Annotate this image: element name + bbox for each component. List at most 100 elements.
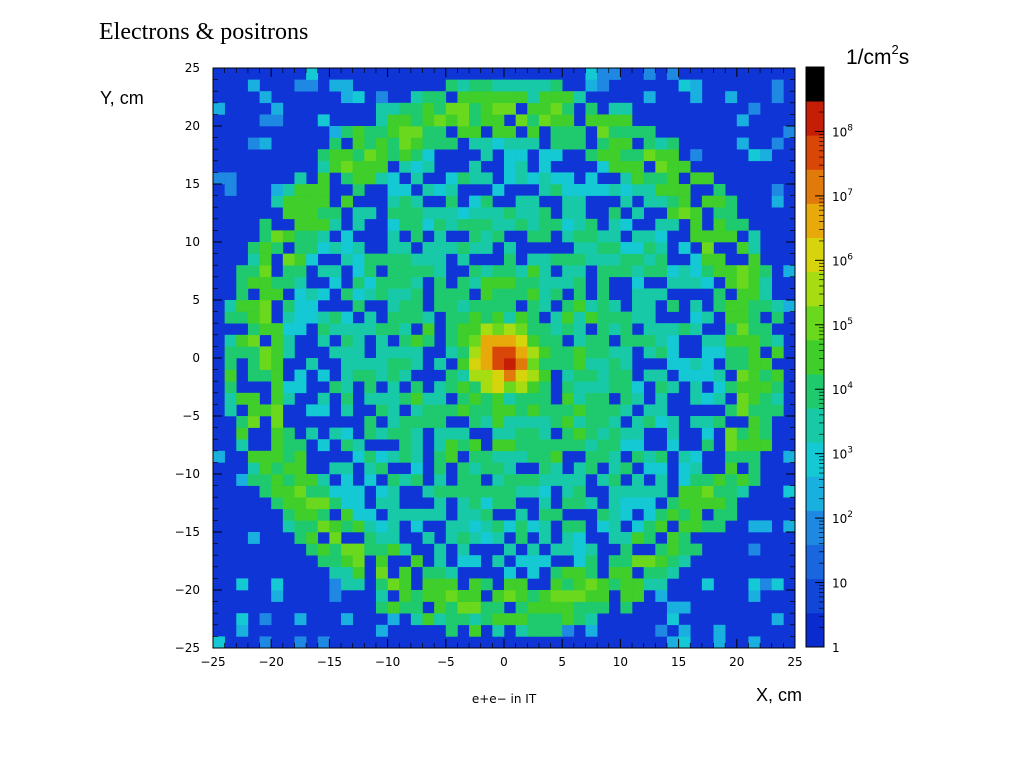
heatmap-cell (690, 91, 703, 104)
heatmap-cell (504, 427, 516, 440)
heatmap-cell (329, 485, 342, 498)
x-tick-label: −5 (437, 655, 455, 669)
heatmap-cell (736, 474, 749, 486)
colorbar-swatch (806, 305, 824, 341)
heatmap-cell (259, 346, 272, 359)
heatmap-cell (760, 149, 773, 162)
heatmap-cell (585, 566, 598, 579)
heatmap-cell (480, 520, 493, 533)
heatmap-cell (725, 439, 738, 452)
heatmap-cell (725, 195, 738, 208)
heatmap-cell (271, 276, 284, 289)
heatmap-cell (538, 172, 551, 185)
heatmap-cell (573, 590, 586, 602)
heatmap-cell (306, 427, 319, 440)
heatmap-cell (480, 311, 493, 324)
heatmap-cell (643, 253, 656, 266)
heatmap-cell (515, 439, 528, 452)
heatmap-cell (632, 485, 644, 498)
heatmap-cell (585, 358, 598, 370)
heatmap-cell (504, 358, 516, 370)
heatmap-cell (783, 126, 796, 138)
heatmap-cell (329, 578, 342, 591)
heatmap-cell (713, 288, 726, 301)
heatmap-cell (655, 334, 668, 347)
heatmap-cell (573, 195, 586, 208)
heatmap-cell (620, 346, 633, 359)
heatmap-cell (247, 79, 260, 92)
heatmap-cell (387, 288, 400, 301)
heatmap-cell (538, 439, 551, 452)
heatmap-cell (375, 276, 388, 289)
heatmap-cell (690, 172, 703, 185)
heatmap-cell (469, 369, 482, 382)
heatmap-cell (515, 416, 528, 428)
heatmap-cell (701, 311, 714, 324)
heatmap-cell (713, 195, 726, 208)
heatmap-cell (469, 346, 482, 359)
heatmap-cell (259, 404, 272, 417)
heatmap-cell (736, 450, 749, 463)
heatmap-cell (573, 137, 586, 150)
heatmap-cell (515, 520, 528, 533)
heatmap-cell (550, 358, 563, 370)
heatmap-cell (306, 532, 319, 544)
heatmap-cell (620, 427, 633, 440)
heatmap-cell (608, 508, 621, 521)
heatmap-cell (282, 230, 295, 243)
heatmap-cell (469, 601, 482, 614)
heatmap-cell (469, 624, 482, 637)
heatmap-cell (736, 358, 749, 370)
heatmap-cell (224, 184, 237, 196)
heatmap-cell (725, 265, 738, 278)
heatmap-cell (678, 195, 691, 208)
heatmap-cell (364, 462, 377, 475)
heatmap-cell (538, 346, 551, 359)
heatmap-cell (678, 450, 691, 463)
heatmap-cell (573, 392, 586, 405)
heatmap-cell (306, 543, 319, 556)
heatmap-cell (492, 346, 505, 359)
heatmap-cell (434, 300, 447, 312)
heatmap-cell (445, 624, 458, 637)
heatmap-cell (515, 79, 528, 92)
heatmap-cell (434, 613, 447, 626)
heatmap-cell (213, 636, 225, 649)
heatmap-cell (666, 300, 679, 312)
y-axis-ticks: −25 −20 −15 −10 −5 0 5 10 15 20 25 (175, 61, 795, 655)
heatmap-cell (538, 416, 551, 428)
heatmap-cell (748, 590, 761, 602)
heatmap-cell (434, 392, 447, 405)
heatmap-cell (538, 184, 551, 196)
heatmap-cell (236, 346, 249, 359)
heatmap-cell (597, 230, 610, 243)
heatmap-cell (375, 450, 388, 463)
heatmap-cell (608, 230, 621, 243)
heatmap-cell (643, 334, 656, 347)
heatmap-cell (527, 79, 540, 92)
heatmap-cell (387, 300, 400, 312)
heatmap-cell (387, 184, 400, 196)
heatmap-cell (713, 265, 726, 278)
heatmap-cell (247, 346, 260, 359)
heatmap-cell (410, 601, 423, 614)
heatmap-cell (666, 218, 679, 231)
heatmap-cell (585, 601, 598, 614)
heatmap-cell (375, 566, 388, 579)
heatmap-cell (736, 218, 749, 231)
heatmap-cell (247, 253, 260, 266)
heatmap-cell (469, 79, 482, 92)
heatmap-cell (690, 79, 703, 92)
heatmap-cell (515, 404, 528, 417)
heatmap-cell (504, 265, 516, 278)
heatmap-cell (434, 276, 447, 289)
heatmap-cell (666, 323, 679, 336)
heatmap-cell (760, 381, 773, 394)
heatmap-cell (725, 311, 738, 324)
heatmap-cell (725, 91, 738, 104)
heatmap-cell (271, 346, 284, 359)
heatmap-cell (352, 242, 365, 254)
heatmap-cell (247, 276, 260, 289)
heatmap-cell (434, 601, 447, 614)
heatmap-cell (259, 311, 272, 324)
